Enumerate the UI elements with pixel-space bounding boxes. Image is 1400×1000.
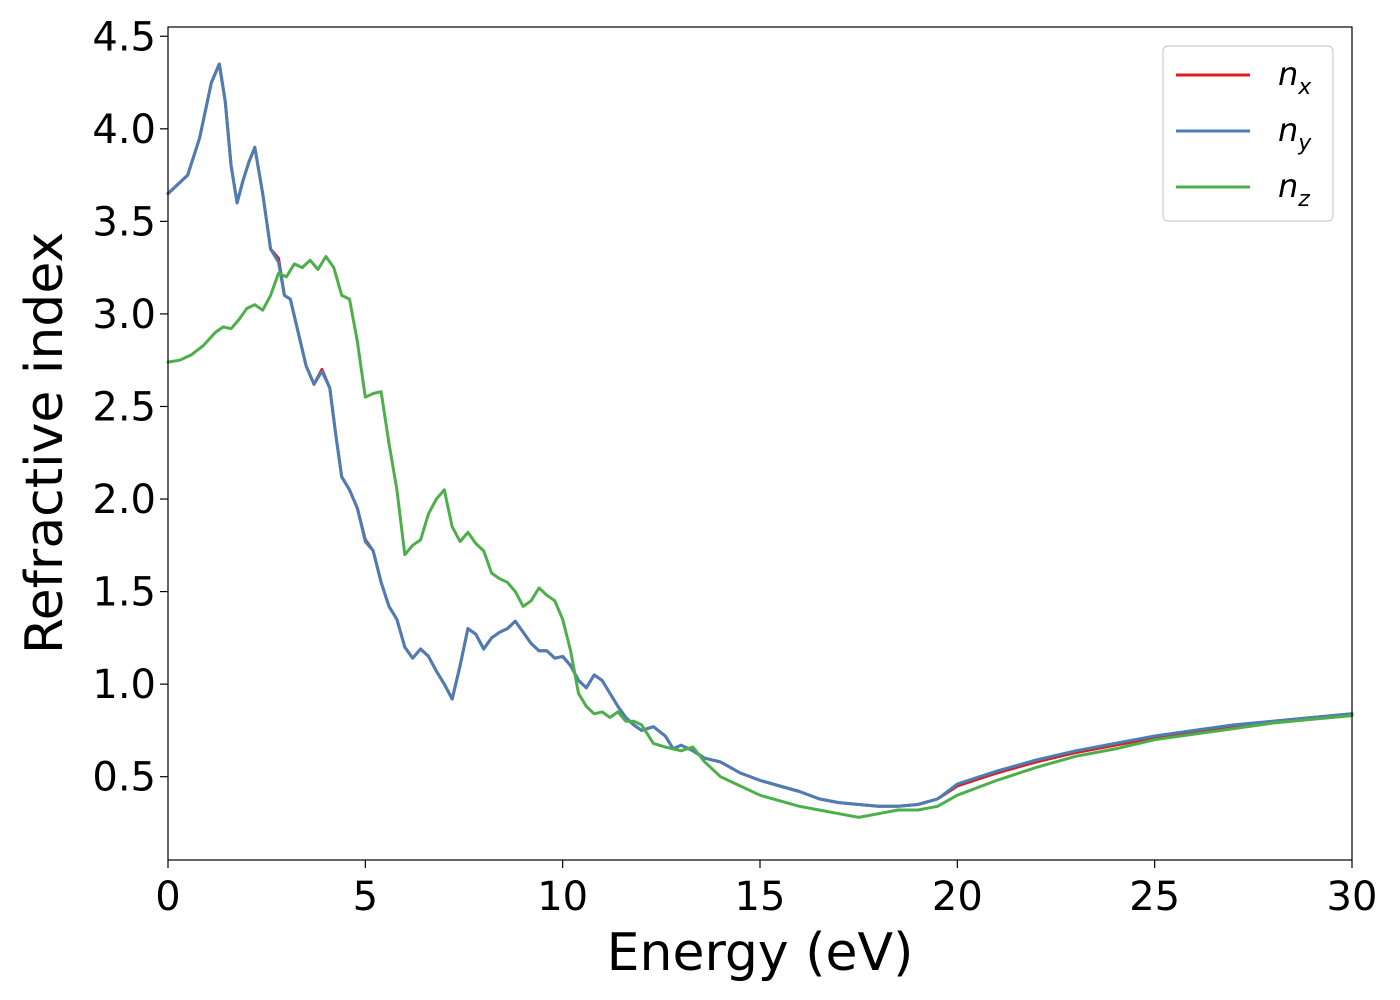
y-tick-label: 3.5 (92, 199, 156, 245)
series-line-z (166, 255, 1354, 819)
series-line-y (166, 62, 1354, 808)
y-tick-label: 1.5 (92, 570, 156, 616)
y-axis-title: Refractive index (15, 232, 75, 654)
y-tick-label: 3.0 (92, 292, 156, 338)
x-tick-label: 25 (1129, 874, 1180, 920)
legend-box (1162, 45, 1334, 222)
x-tick-label: 5 (353, 874, 378, 920)
legend-label-x: nx (1278, 55, 1312, 100)
x-axis-title: Energy (eV) (607, 923, 914, 983)
legend-label-z: nz (1278, 167, 1310, 212)
y-tick-label: 0.5 (92, 755, 156, 801)
legend: nx ny nz (1162, 45, 1334, 222)
plot-background (168, 27, 1352, 860)
y-tick-label: 2.5 (92, 384, 156, 430)
series-layer (166, 62, 1354, 819)
x-tick-label: 30 (1327, 874, 1378, 920)
y-tick-label: 1.0 (92, 662, 156, 708)
y-axis: 0.5 1.0 1.5 2.0 2.5 3.0 3.5 4.0 4.5 (92, 14, 168, 801)
legend-label-y: ny (1278, 111, 1312, 156)
x-tick-label: 15 (735, 874, 786, 920)
y-tick-label: 2.0 (92, 477, 156, 523)
x-tick-label: 20 (932, 874, 983, 920)
x-axis: 0 5 10 15 20 25 30 (155, 860, 1377, 920)
x-tick-label: 0 (155, 874, 180, 920)
x-tick-label: 10 (537, 874, 588, 920)
y-tick-label: 4.0 (92, 107, 156, 153)
y-tick-label: 4.5 (92, 14, 156, 60)
